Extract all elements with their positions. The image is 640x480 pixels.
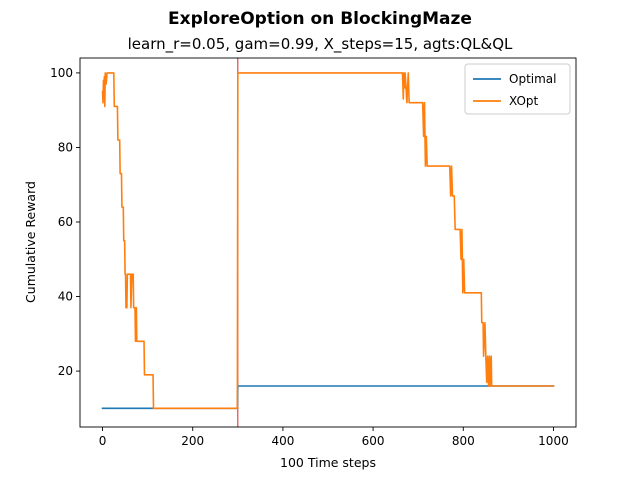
x-tick-label: 1000 (538, 434, 569, 448)
x-tick-label: 0 (99, 434, 107, 448)
plot-area: 0 200 400 600 800 1000 20 40 60 80 100 (50, 57, 577, 448)
chart-subtitle: learn_r=0.05, gam=0.99, X_steps=15, agts… (128, 35, 513, 54)
legend-label-optimal: Optimal (509, 72, 556, 86)
legend: Optimal XOpt (464, 63, 571, 115)
y-tick-label: 100 (50, 66, 73, 80)
y-tick-label: 60 (58, 215, 73, 229)
legend-label-xopt: XOpt (509, 94, 539, 108)
x-axis-label: 100 Time steps (280, 455, 376, 470)
series-line-optimal (101, 385, 555, 410)
y-tick-label: 80 (58, 140, 73, 154)
y-axis-label: Cumulative Reward (23, 181, 38, 303)
plot-frame (79, 57, 577, 428)
series-line-xopt (101, 72, 555, 410)
y-tick-label: 20 (58, 364, 73, 378)
chart-title: ExploreOption on BlockingMaze (168, 9, 472, 29)
x-tick-label: 800 (452, 434, 475, 448)
series-group (101, 58, 555, 427)
x-tick-label: 200 (181, 434, 204, 448)
y-tick-label: 40 (58, 290, 73, 304)
x-tick-label: 400 (271, 434, 294, 448)
x-tick-label: 600 (362, 434, 385, 448)
